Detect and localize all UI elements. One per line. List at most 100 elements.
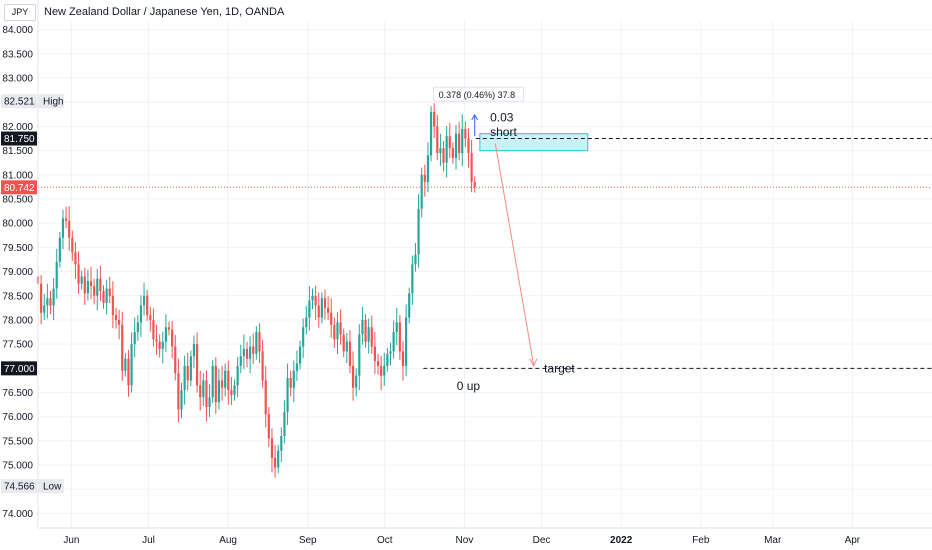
- candle-body: [220, 380, 224, 388]
- candle-body: [114, 315, 118, 320]
- candle-body: [426, 155, 430, 183]
- x-tick-label: Nov: [456, 535, 474, 546]
- candle-body: [308, 300, 311, 318]
- y-tick-label: 78.000: [2, 315, 33, 326]
- x-tick-label: Aug: [219, 535, 237, 546]
- candle-body: [202, 380, 205, 398]
- target-arrow-line: [494, 143, 535, 367]
- candle-body: [102, 290, 105, 304]
- y-tick-label: 75.000: [2, 461, 33, 472]
- candle-body: [448, 136, 451, 149]
- candle-body: [264, 380, 267, 415]
- candle-body: [214, 365, 217, 403]
- candle-body: [111, 295, 114, 316]
- candle-body: [295, 363, 299, 371]
- candle-body: [158, 341, 161, 349]
- candle-body: [348, 341, 352, 366]
- candle-body: [155, 339, 158, 342]
- candle-body: [342, 334, 345, 352]
- candle-body: [49, 298, 52, 306]
- y-tick-label: 79.000: [2, 267, 33, 278]
- candle-body: [236, 365, 239, 386]
- candle-body: [180, 390, 183, 410]
- candle-body: [199, 385, 202, 398]
- last-price-label-box: [1, 180, 37, 195]
- x-tick-label: Apr: [845, 535, 861, 546]
- candle-body: [149, 315, 152, 320]
- candle-body: [361, 319, 364, 335]
- x-tick-label: Jun: [63, 535, 79, 546]
- y-tick-label: 81.000: [2, 170, 33, 181]
- candle-body: [121, 324, 124, 371]
- candle-body: [77, 264, 80, 284]
- candle-body: [411, 264, 414, 294]
- last-price-label: 80.742: [4, 183, 35, 194]
- candle-body: [358, 334, 361, 376]
- candle-body: [167, 327, 171, 330]
- candle-body: [314, 295, 317, 306]
- level-price-label-box: [1, 131, 37, 146]
- candle-body: [258, 332, 261, 352]
- candle-body: [461, 128, 464, 154]
- candle-body: [205, 380, 208, 408]
- candle-body: [186, 365, 189, 381]
- candle-body: [401, 351, 405, 366]
- candle-body: [323, 298, 327, 308]
- candle-body: [124, 358, 127, 371]
- short-zone-rect: [479, 133, 589, 152]
- candle-body: [298, 346, 302, 364]
- candle-body: [464, 128, 467, 139]
- candle-body: [239, 356, 242, 366]
- candle-body: [171, 329, 174, 347]
- candle-body: [389, 351, 392, 354]
- price-label: 74.566: [4, 482, 35, 493]
- candle-body: [261, 351, 264, 381]
- candle-body: [224, 370, 227, 388]
- grid: [38, 20, 932, 528]
- candle-body: [230, 390, 233, 395]
- y-tick-label: 76.000: [2, 412, 33, 423]
- y-tick-label: 78.500: [2, 291, 33, 302]
- candle-body: [370, 327, 373, 347]
- price-label-box: [1, 94, 37, 109]
- candle-body: [249, 346, 252, 359]
- candle-body: [302, 327, 305, 347]
- currency-badge-label: JPY: [11, 7, 29, 17]
- candle-body: [451, 148, 454, 158]
- candle-body: [417, 208, 420, 255]
- y-tick-label: 79.500: [2, 243, 33, 254]
- candle-body: [55, 261, 58, 289]
- measure-label-box: [433, 86, 525, 102]
- candle-body: [127, 358, 130, 386]
- candle-body: [139, 305, 143, 323]
- candle-body: [71, 237, 74, 253]
- candle-body: [376, 361, 380, 366]
- candle-body: [211, 365, 214, 398]
- candle-body: [242, 348, 245, 357]
- candle-body: [305, 317, 308, 328]
- candle-body: [292, 370, 295, 388]
- y-tick-label: 80.000: [2, 219, 33, 230]
- candle-body: [146, 295, 149, 316]
- candle-body: [130, 344, 133, 386]
- level-price-label: 77.000: [4, 364, 35, 375]
- target-arrow-head: [529, 358, 538, 368]
- candle-body: [142, 295, 146, 306]
- candle-body: [245, 348, 249, 359]
- x-tick-label: Dec: [533, 535, 551, 546]
- candle-body: [408, 293, 411, 318]
- candle-body: [93, 286, 96, 296]
- currency-badge[interactable]: JPY: [4, 4, 36, 21]
- short-annotation: short: [490, 125, 517, 139]
- measure-label: 0.378 (0.46%) 37.8: [439, 90, 516, 100]
- candle-body: [280, 436, 283, 451]
- x-tick-label: Sep: [299, 535, 317, 546]
- candle-body: [52, 288, 55, 306]
- candle-body: [58, 237, 61, 262]
- candle-body: [405, 317, 408, 366]
- y-tick-label: 83.000: [2, 74, 33, 85]
- candle-body: [61, 218, 65, 238]
- level-price-label: 81.750: [4, 134, 35, 145]
- price-tag-box: [38, 479, 64, 494]
